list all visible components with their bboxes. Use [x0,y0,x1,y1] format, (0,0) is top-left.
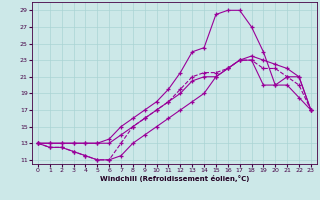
X-axis label: Windchill (Refroidissement éolien,°C): Windchill (Refroidissement éolien,°C) [100,175,249,182]
